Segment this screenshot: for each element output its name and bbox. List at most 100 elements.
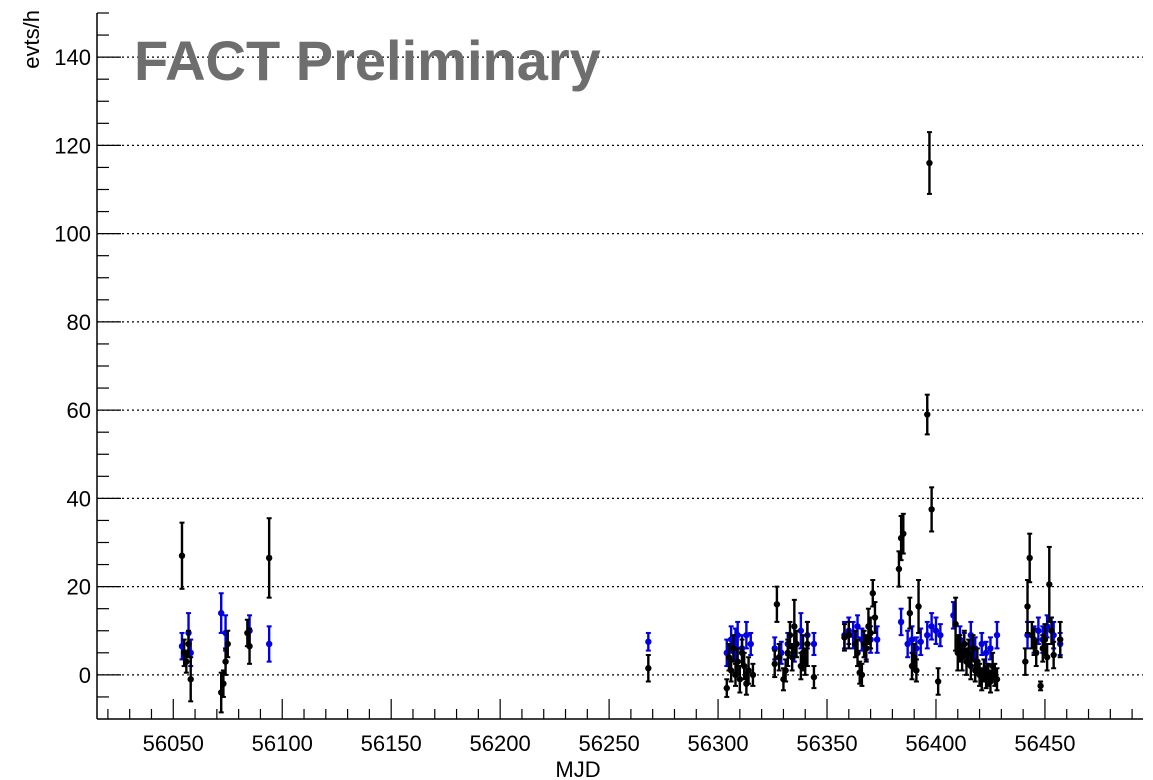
data-point (265, 554, 273, 562)
data-point (937, 631, 944, 639)
x-tick-label: 56350 (796, 731, 857, 756)
data-point (926, 159, 933, 167)
data-point (928, 506, 935, 513)
y-tick-label: 40 (67, 486, 91, 511)
data-point (745, 667, 752, 674)
data-point (913, 667, 920, 674)
data-point (734, 658, 741, 665)
data-point (797, 627, 805, 634)
data-point (727, 667, 735, 674)
x-tick-label: 56250 (579, 731, 640, 756)
plot-frame (96, 13, 1143, 720)
data-point (908, 636, 916, 643)
data-point (854, 649, 861, 657)
series-group (178, 131, 1064, 714)
data-point (749, 671, 757, 679)
x-axis-title: MJD (555, 757, 600, 780)
data-series (178, 131, 1064, 714)
data-point (747, 640, 754, 648)
data-point (220, 680, 227, 687)
data-point (952, 620, 959, 628)
data-point (771, 660, 778, 668)
data-point (869, 590, 876, 597)
x-tick-label: 56200 (470, 731, 531, 756)
data-point (1050, 651, 1057, 659)
data-point (932, 627, 940, 634)
data-point (1037, 682, 1044, 690)
y-tick-label: 80 (67, 310, 91, 335)
data-point (854, 623, 861, 630)
data-point (784, 649, 791, 657)
data-point (895, 565, 903, 573)
data-point (915, 603, 922, 610)
data-point (645, 638, 652, 645)
data-point (1035, 627, 1042, 634)
data-point (178, 552, 186, 559)
data-point (961, 640, 968, 648)
data-point (773, 601, 781, 608)
data-point (1048, 627, 1055, 634)
data-point (775, 654, 783, 661)
y-tick-label: 120 (54, 133, 91, 158)
data-point (1041, 636, 1049, 643)
watermark-label: FACT Preliminary (134, 29, 601, 92)
data-point (1026, 554, 1033, 562)
data-point (917, 638, 924, 645)
x-tick-label: 56050 (143, 731, 204, 756)
y-tick-label: 20 (67, 575, 91, 600)
data-point (1033, 649, 1040, 657)
data-point (183, 658, 190, 665)
data-point (987, 645, 994, 652)
data-point (871, 614, 879, 621)
data-point (222, 658, 229, 665)
data-point (723, 684, 730, 692)
data-point (845, 631, 853, 639)
x-tick-label: 56100 (252, 731, 313, 756)
data-point (1043, 654, 1051, 661)
data-point (873, 636, 881, 643)
data-point (924, 631, 931, 639)
x-tick-label: 56300 (687, 731, 748, 756)
data-point (224, 640, 231, 648)
data-point (187, 676, 194, 683)
data-point (736, 676, 744, 683)
data-point (804, 640, 811, 648)
data-point (904, 640, 911, 648)
data-point (786, 631, 794, 639)
data-point (810, 640, 818, 648)
data-point (734, 631, 741, 639)
x-tick-label: 56150 (361, 731, 422, 756)
data-point (791, 623, 798, 630)
data-point (897, 618, 905, 626)
data-point (982, 649, 990, 657)
data-point (1024, 603, 1031, 610)
data-point (993, 631, 1001, 639)
data-point (906, 609, 914, 617)
data-point (265, 640, 273, 648)
data-point (900, 530, 907, 537)
data-point (928, 623, 935, 630)
data-point (1056, 636, 1064, 643)
data-point (967, 662, 975, 670)
data-point (645, 665, 652, 672)
data-point (788, 654, 796, 661)
y-tick-label: 140 (54, 45, 91, 70)
data-point (1046, 581, 1053, 588)
tick-labels: 56050 56100 56150 56200 56250 56300 56350 56400… (54, 45, 1075, 756)
data-point (810, 673, 818, 681)
data-point (185, 640, 192, 648)
data-point (793, 640, 800, 648)
data-point (934, 678, 942, 685)
data-point (743, 631, 750, 639)
data-point (741, 662, 748, 670)
data-point (867, 629, 874, 637)
data-point (1022, 658, 1029, 665)
data-point (782, 667, 789, 674)
grid-lines (97, 56, 1143, 676)
axis-ticks (97, 12, 1133, 719)
data-point (993, 676, 1001, 683)
x-tick-label: 56450 (1014, 731, 1075, 756)
y-axis-title: evts/h (19, 10, 44, 69)
data-point (978, 640, 985, 648)
